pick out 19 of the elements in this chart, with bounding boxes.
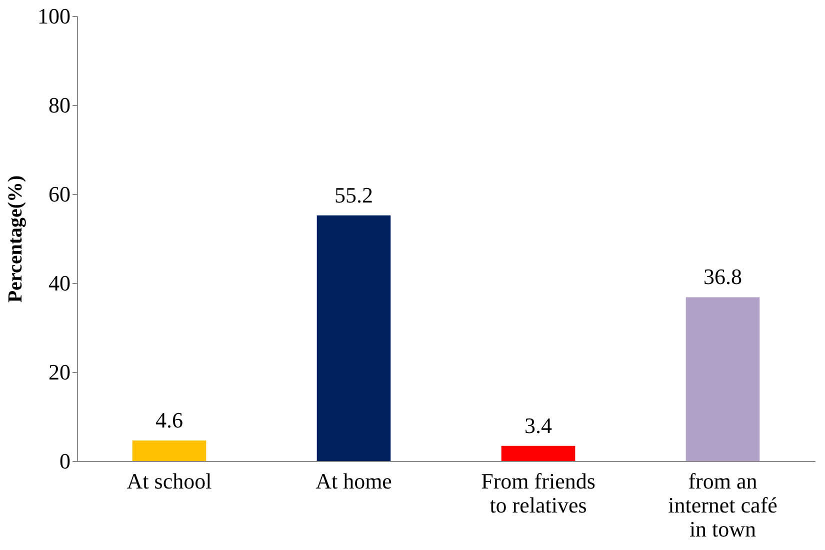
y-tick-label: 20 [48, 360, 70, 384]
x-tick-label: At home [316, 468, 392, 494]
y-tick-label: 60 [48, 182, 70, 206]
y-tick-label: 40 [48, 270, 70, 296]
x-tick-label: From friends to relatives [481, 468, 596, 518]
x-tick-label: from an internet café in town [668, 468, 778, 542]
y-axis-title: Percentage(%) [4, 175, 26, 303]
y-tick-label: 0 [60, 448, 70, 474]
data-label: 55.2 [334, 182, 373, 208]
data-label: 36.8 [704, 264, 742, 290]
y-tick-label: 100 [38, 4, 70, 28]
data-label: 4.6 [156, 408, 183, 433]
bar [132, 440, 206, 461]
y-tick-label: 80 [48, 92, 70, 118]
bar [686, 297, 760, 461]
bar [501, 446, 576, 461]
data-label: 3.4 [524, 412, 552, 438]
bar [316, 215, 391, 461]
x-tick-label: At school [126, 468, 212, 494]
